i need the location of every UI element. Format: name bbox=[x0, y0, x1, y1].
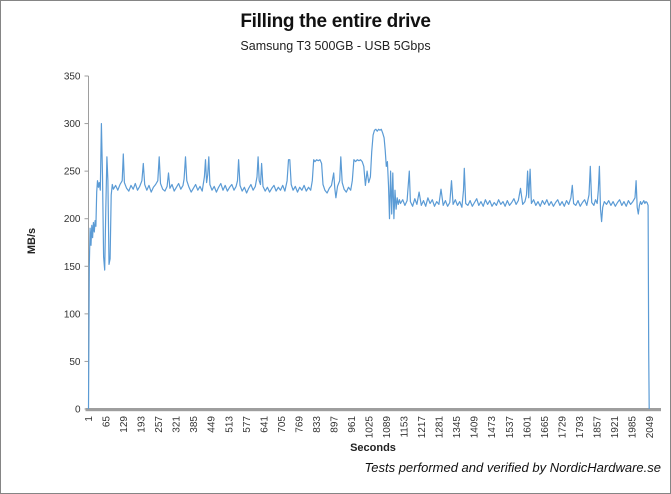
x-tick-label: 1153 bbox=[400, 416, 411, 438]
x-tick-label: 1729 bbox=[557, 416, 568, 439]
x-tick-label: 321 bbox=[172, 416, 183, 433]
x-tick-label: 513 bbox=[224, 416, 235, 433]
x-tick-label: 961 bbox=[347, 416, 358, 433]
x-tick-label: 1409 bbox=[470, 416, 481, 439]
y-tick-label: 200 bbox=[64, 214, 81, 225]
chart-title: Filling the entire drive bbox=[240, 11, 431, 32]
x-tick-label: 1921 bbox=[610, 416, 621, 439]
x-tick-label: 769 bbox=[294, 416, 305, 433]
x-axis-title: Seconds bbox=[350, 442, 396, 454]
x-tick-label: 1857 bbox=[592, 416, 603, 439]
x-tick-label: 193 bbox=[137, 416, 148, 433]
x-tick-label: 449 bbox=[207, 416, 218, 433]
x-tick-label: 897 bbox=[329, 416, 340, 433]
x-tick-label: 1345 bbox=[452, 416, 463, 439]
x-tick-label: 1665 bbox=[540, 416, 551, 439]
credit-text: Tests performed and verified by NordicHa… bbox=[364, 460, 662, 475]
chart-subtitle: Samsung T3 500GB - USB 5Gbps bbox=[240, 39, 431, 53]
y-tick-label: 50 bbox=[69, 357, 81, 368]
y-tick-label: 350 bbox=[64, 72, 81, 83]
x-tick-label: 833 bbox=[312, 416, 323, 433]
x-tick-label: 1089 bbox=[382, 416, 393, 439]
x-tick-label: 1217 bbox=[417, 416, 428, 439]
y-tick-label: 0 bbox=[75, 405, 81, 416]
x-tick-label: 385 bbox=[189, 416, 200, 433]
x-axis-line bbox=[85, 408, 661, 412]
x-tick-label: 1985 bbox=[627, 416, 638, 439]
x-tick-label: 1537 bbox=[505, 416, 516, 439]
x-tick-label: 641 bbox=[259, 416, 270, 433]
x-tick-label: 1281 bbox=[435, 416, 446, 439]
x-tick-label: 129 bbox=[119, 416, 130, 433]
x-tick-label: 1793 bbox=[575, 416, 586, 439]
x-tick-label: 1025 bbox=[365, 416, 376, 439]
x-tick-label: 1 bbox=[84, 416, 95, 422]
speed-series-line bbox=[87, 122, 650, 410]
x-tick-label: 257 bbox=[154, 416, 165, 433]
x-tick-label: 705 bbox=[277, 416, 288, 433]
y-tick-label: 100 bbox=[64, 309, 81, 320]
x-tick-label: 65 bbox=[102, 416, 113, 428]
x-tick-label: 577 bbox=[242, 416, 253, 433]
y-axis-title: MB/s bbox=[26, 227, 38, 255]
y-tick-label: 250 bbox=[64, 167, 81, 178]
x-tick-label: 2049 bbox=[645, 416, 656, 439]
x-tick-label: 1473 bbox=[487, 416, 498, 439]
x-tick-label: 1601 bbox=[522, 416, 533, 439]
y-tick-label: 150 bbox=[64, 262, 81, 273]
y-tick-label: 300 bbox=[64, 119, 81, 130]
